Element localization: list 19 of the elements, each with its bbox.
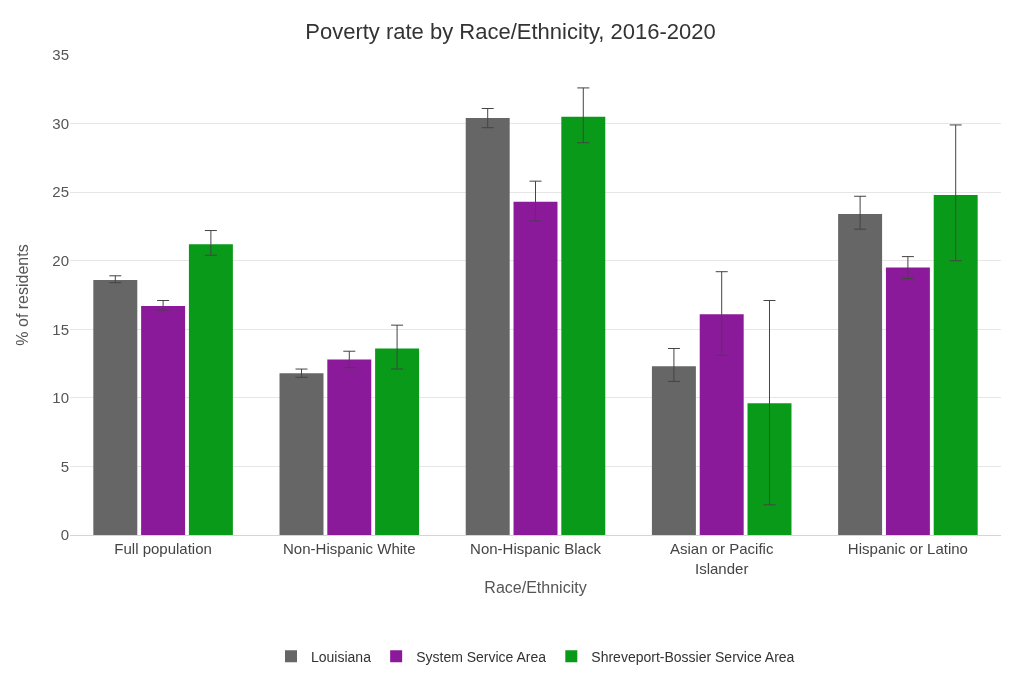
x-tick-label: Non-Hispanic White — [283, 540, 416, 557]
chart-title: Poverty rate by Race/Ethnicity, 2016-2020 — [305, 19, 716, 45]
y-tick-label: 25 — [52, 183, 69, 201]
x-axis-title: Race/Ethnicity — [484, 579, 587, 596]
y-tick-label: 30 — [52, 114, 69, 132]
y-tick-label: 10 — [52, 389, 69, 407]
x-tick-label: Asian or Pacific Islander — [670, 540, 774, 577]
x-tick-label: Full population — [114, 540, 212, 557]
y-tick-label: 20 — [52, 251, 69, 269]
legend-label: System Service Area — [416, 648, 547, 665]
y-tick-label: 0 — [60, 526, 69, 544]
y-tick-label: 5 — [60, 457, 69, 475]
x-tick-label: Hispanic or Latino — [847, 540, 968, 557]
x-tick-label: Non-Hispanic Black — [470, 540, 602, 557]
y-tick-label: 15 — [52, 320, 69, 338]
legend-label: Louisiana — [311, 648, 372, 665]
legend-label: Shreveport-Bossier Service Area — [591, 648, 795, 665]
y-tick-label: 35 — [52, 46, 69, 64]
y-axis-title: % of residents — [14, 244, 31, 346]
